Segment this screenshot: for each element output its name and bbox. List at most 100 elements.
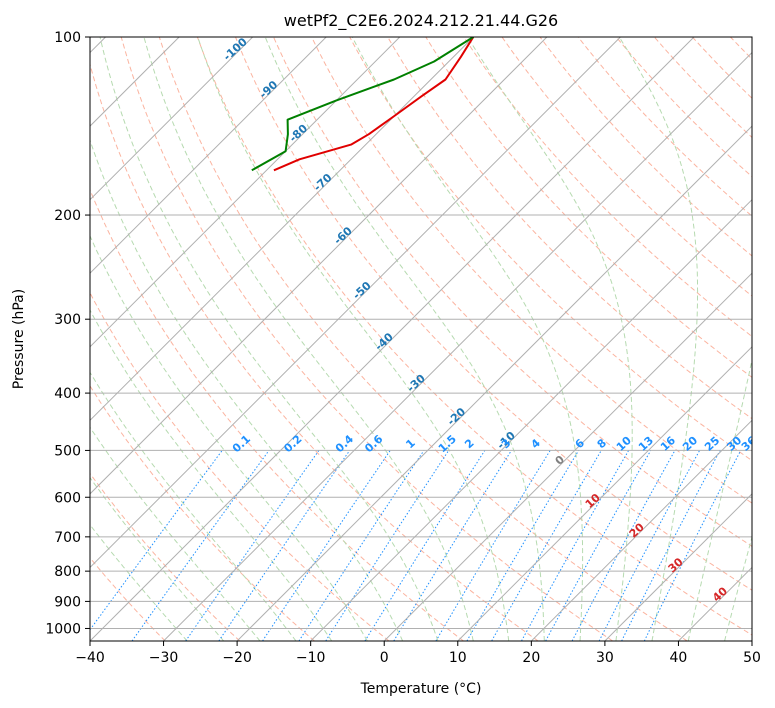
mixing-ratio-label: 2 [462, 436, 476, 451]
mixing-ratio-line [643, 450, 742, 641]
dry-adiabat [90, 62, 539, 641]
moist-adiabat [90, 523, 188, 641]
y-tick-label: 800 [54, 564, 81, 580]
dry-adiabat [769, 37, 775, 641]
dry-adiabat [501, 37, 752, 297]
dry-adiabat [120, 37, 613, 641]
isotherm-label: -20 [445, 405, 469, 428]
isotherm-line [163, 51, 752, 641]
dry-adiabat [730, 37, 752, 60]
chart-title: wetPf2_C2E6.2024.212.21.44.G26 [284, 11, 558, 31]
isotherm-line [90, 37, 327, 274]
mixing-ratio-label: 0.6 [362, 432, 385, 455]
series-line [273, 37, 475, 172]
dry-adiabat [90, 556, 166, 641]
moist-adiabat [264, 37, 545, 641]
mixing-ratio-line [364, 450, 486, 641]
y-tick-label: 1000 [45, 621, 81, 637]
isotherm-label: -100 [221, 35, 250, 63]
mixing-ratio-line [90, 450, 223, 631]
theta-e-label: 20 [627, 520, 647, 540]
mixing-ratio-line [598, 450, 701, 641]
mixing-ratio-line [185, 450, 320, 641]
x-tick-label: 50 [743, 650, 761, 666]
mixing-ratio-line [435, 450, 551, 641]
isotherm-label: -40 [372, 330, 396, 353]
isotherm-label: -30 [405, 372, 429, 395]
isotherm-line [604, 493, 752, 641]
isotherm-line [90, 37, 695, 641]
isotherm-label: -50 [350, 279, 374, 302]
dry-adiabat [387, 37, 752, 420]
moist-adiabat [99, 37, 439, 641]
moist-adiabat [143, 37, 474, 641]
dry-adiabat [235, 37, 752, 591]
isotherm-line [383, 272, 752, 641]
isotherm-line [236, 125, 752, 641]
mixing-ratio-label: 0.1 [230, 432, 253, 455]
isotherm-line [90, 37, 254, 201]
series-line [251, 37, 474, 172]
isotherm-line [310, 198, 752, 641]
mixing-ratio-line [621, 450, 721, 641]
moist-adiabat [90, 309, 333, 641]
mixing-ratio-line [298, 450, 425, 641]
dry-adiabat [653, 37, 752, 139]
y-tick-label: 500 [54, 443, 81, 459]
isotherm-line [751, 640, 752, 641]
y-axis: 100 200 300 400 500 600 700 800 900 1000 [45, 30, 90, 637]
dry-adiabat [90, 472, 241, 641]
mixing-ratio-label: 8 [595, 436, 609, 451]
mixing-ratio-line [393, 450, 512, 641]
isotherm-label: -90 [257, 78, 281, 101]
mixing-ratio-label: 1 [403, 436, 417, 451]
moist-adiabat [90, 476, 225, 641]
mixing-ratio-line [262, 450, 391, 641]
moist-adiabat [467, 37, 633, 641]
x-tick-label: 20 [522, 650, 540, 666]
isotherm-line [90, 37, 401, 348]
mixing-ratio-label: 4 [528, 436, 543, 451]
x-tick-label: −10 [296, 650, 326, 666]
moist-adiabat [618, 37, 699, 641]
isotherm-line [90, 37, 474, 422]
dry-adiabat [158, 37, 688, 641]
mixing-ratio-line [545, 450, 652, 641]
y-tick-label: 900 [54, 594, 81, 610]
moist-adiabat [90, 234, 368, 641]
x-tick-label: 40 [670, 650, 688, 666]
mixing-ratio-line [571, 450, 676, 641]
isotherm-label: -80 [287, 122, 311, 145]
dry-adiabat [90, 188, 464, 641]
moist-adiabat [90, 138, 404, 641]
theta-e-label: 30 [666, 555, 686, 575]
moist-adiabat [90, 426, 261, 641]
dry-adiabat [349, 37, 752, 462]
isotherm-label: -60 [331, 224, 355, 247]
isotherm-line [90, 37, 621, 569]
isotherm-line [678, 566, 752, 641]
y-tick-label: 400 [54, 386, 81, 402]
isotherm-line [530, 419, 752, 641]
isotherm-label: -70 [311, 171, 335, 194]
isotherm-line [90, 37, 548, 495]
mixing-ratio-line [325, 450, 450, 641]
moist-adiabat [351, 37, 584, 641]
moist-adiabat [197, 37, 510, 641]
background-lines [90, 37, 775, 641]
mixing-ratio-line [521, 450, 630, 641]
x-tick-label: −40 [75, 650, 105, 666]
y-axis-label: Pressure (hPa) [11, 289, 27, 389]
x-tick-label: 0 [380, 650, 389, 666]
dry-adiabat [90, 291, 390, 641]
dry-adiabat [90, 385, 315, 641]
dry-adiabat [691, 37, 752, 99]
y-tick-label: 200 [54, 208, 81, 224]
isotherm-line [457, 346, 752, 641]
x-axis-label: Temperature (°C) [360, 681, 482, 697]
y-tick-label: 300 [54, 312, 81, 328]
moist-adiabat [687, 357, 752, 641]
theta-e-label: 10 [583, 491, 603, 511]
x-tick-label: 30 [596, 650, 614, 666]
